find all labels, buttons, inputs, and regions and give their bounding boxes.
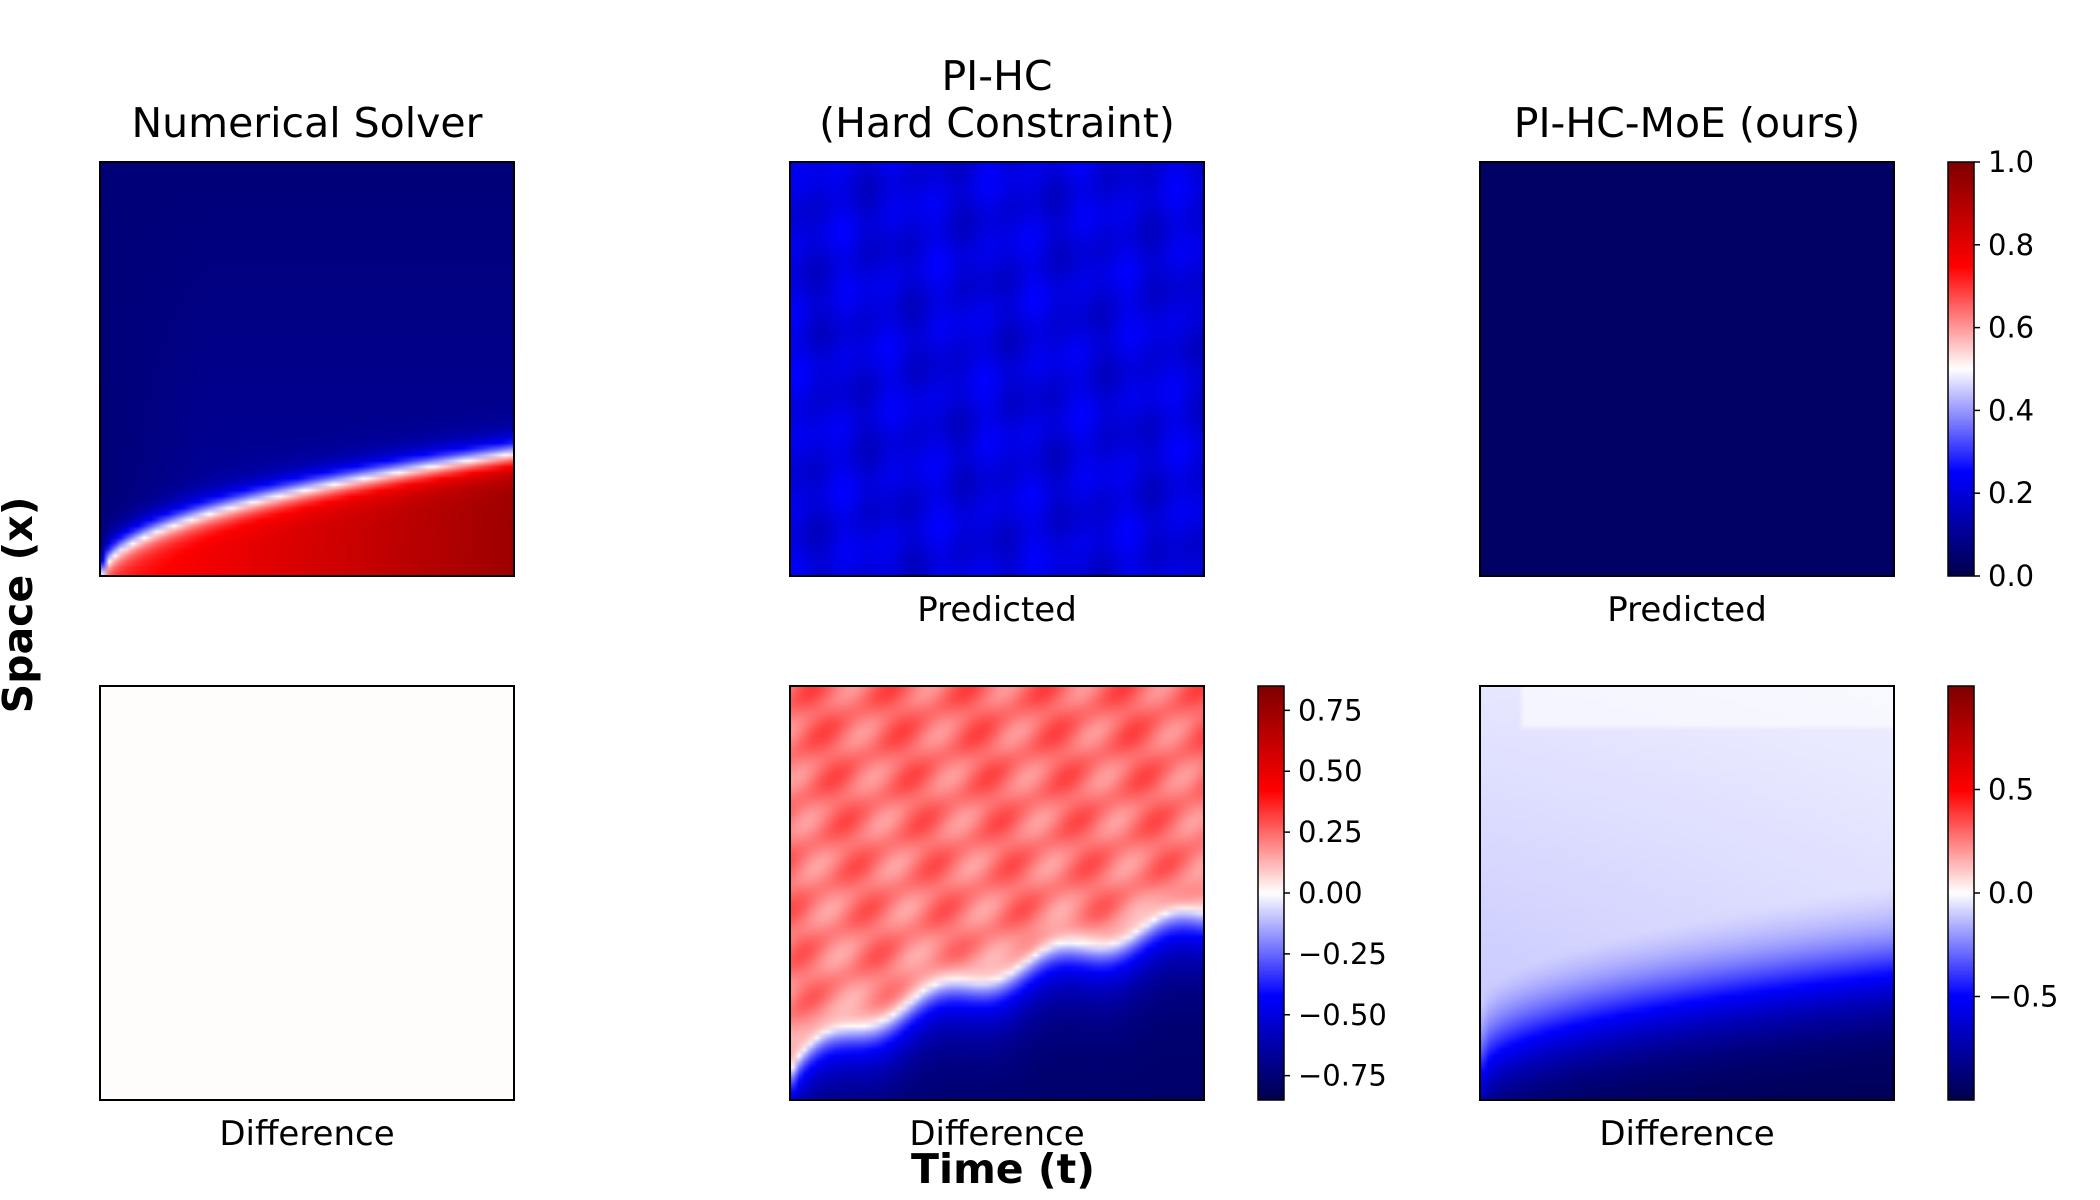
colorbar-tick-label: 1.0 bbox=[1988, 145, 2034, 179]
heatmap-bottom-left bbox=[100, 686, 514, 1100]
colorbar-tick-label: 0.2 bbox=[1988, 476, 2034, 510]
colorbar-tick-label: 0.5 bbox=[1988, 773, 2034, 807]
colorbar-tick-label: 0.0 bbox=[1988, 876, 2034, 910]
panel-xlabel: Difference bbox=[219, 1114, 394, 1154]
colorbars: 1.0 0.8 0.6 0.4 0.2 0.0 0.75 0.50 0.25 0.00 −0.25 −… bbox=[1257, 145, 2058, 1101]
panel-title: (Hard Constraint) bbox=[819, 99, 1175, 147]
heatmap-bottom-middle bbox=[790, 686, 1204, 1100]
panel-title: Numerical Solver bbox=[131, 99, 482, 147]
panels: Numerical Solver PI-HC(Hard Constraint) Pr… bbox=[99, 52, 1895, 1154]
colorbar-tick-label: −0.50 bbox=[1298, 998, 1387, 1032]
panel-xlabel: Predicted bbox=[1607, 590, 1767, 630]
heatmap-frame bbox=[1479, 685, 1895, 1101]
panel-title: PI-HC bbox=[941, 52, 1052, 100]
colorbar-tick-label: 0.6 bbox=[1988, 311, 2034, 345]
colorbar-tick-label: 0.75 bbox=[1298, 693, 1363, 727]
heatmap-frame bbox=[1479, 161, 1895, 577]
panel-xlabel: Difference bbox=[909, 1114, 1084, 1154]
panel-bottom-right: Difference bbox=[1479, 685, 1895, 1154]
heatmap-frame bbox=[789, 161, 1205, 577]
panel-bottom-left: Difference bbox=[99, 685, 515, 1154]
colorbar-gradient bbox=[1258, 686, 1284, 1100]
heatmap-top-right bbox=[1480, 162, 1894, 576]
panel-top-right: PI-HC-MoE (ours) Predicted bbox=[1479, 99, 1895, 630]
colorbar-bottom-middle: 0.75 0.50 0.25 0.00 −0.25 −0.50 −0.75 bbox=[1257, 685, 1387, 1101]
heatmap-frame bbox=[99, 161, 515, 577]
colorbar-tick-label: 0.4 bbox=[1988, 393, 2034, 427]
colorbar-tick-label: 0.00 bbox=[1298, 876, 1363, 910]
heatmap-bottom-right bbox=[1480, 686, 1894, 1100]
colorbar-bottom-right: 0.5 0.0 −0.5 bbox=[1947, 685, 2058, 1101]
colorbar-top-right: 1.0 0.8 0.6 0.4 0.2 0.0 bbox=[1947, 145, 2034, 593]
panel-bottom-middle: Difference bbox=[789, 685, 1205, 1154]
colorbar-gradient bbox=[1948, 162, 1974, 576]
colorbar-tick-label: −0.5 bbox=[1988, 980, 2058, 1014]
colorbar-tick-label: −0.75 bbox=[1298, 1059, 1387, 1093]
figure-ylabel: Space (x) bbox=[0, 497, 42, 714]
panel-title: PI-HC-MoE (ours) bbox=[1514, 99, 1861, 147]
panel-top-middle: PI-HC(Hard Constraint) Predicted bbox=[789, 52, 1205, 630]
colorbar-tick-label: 0.8 bbox=[1988, 228, 2034, 262]
colorbar-gradient bbox=[1948, 686, 1974, 1100]
heatmap-top-left bbox=[100, 162, 514, 576]
colorbar-tick-label: 0.25 bbox=[1298, 815, 1363, 849]
heatmap-frame bbox=[99, 685, 515, 1101]
colorbar-frame bbox=[1947, 161, 1975, 577]
panel-xlabel: Predicted bbox=[917, 590, 1077, 630]
figure-xlabel: Time (t) bbox=[911, 1145, 1095, 1193]
colorbar-tick-label: −0.25 bbox=[1298, 937, 1387, 971]
heatmap-frame bbox=[789, 685, 1205, 1101]
panel-xlabel: Difference bbox=[1599, 1114, 1774, 1154]
colorbar-tick-label: 0.0 bbox=[1988, 559, 2034, 593]
colorbar-tick-label: 0.50 bbox=[1298, 754, 1363, 788]
heatmap-top-middle bbox=[790, 162, 1204, 576]
panel-top-left: Numerical Solver bbox=[99, 99, 515, 577]
